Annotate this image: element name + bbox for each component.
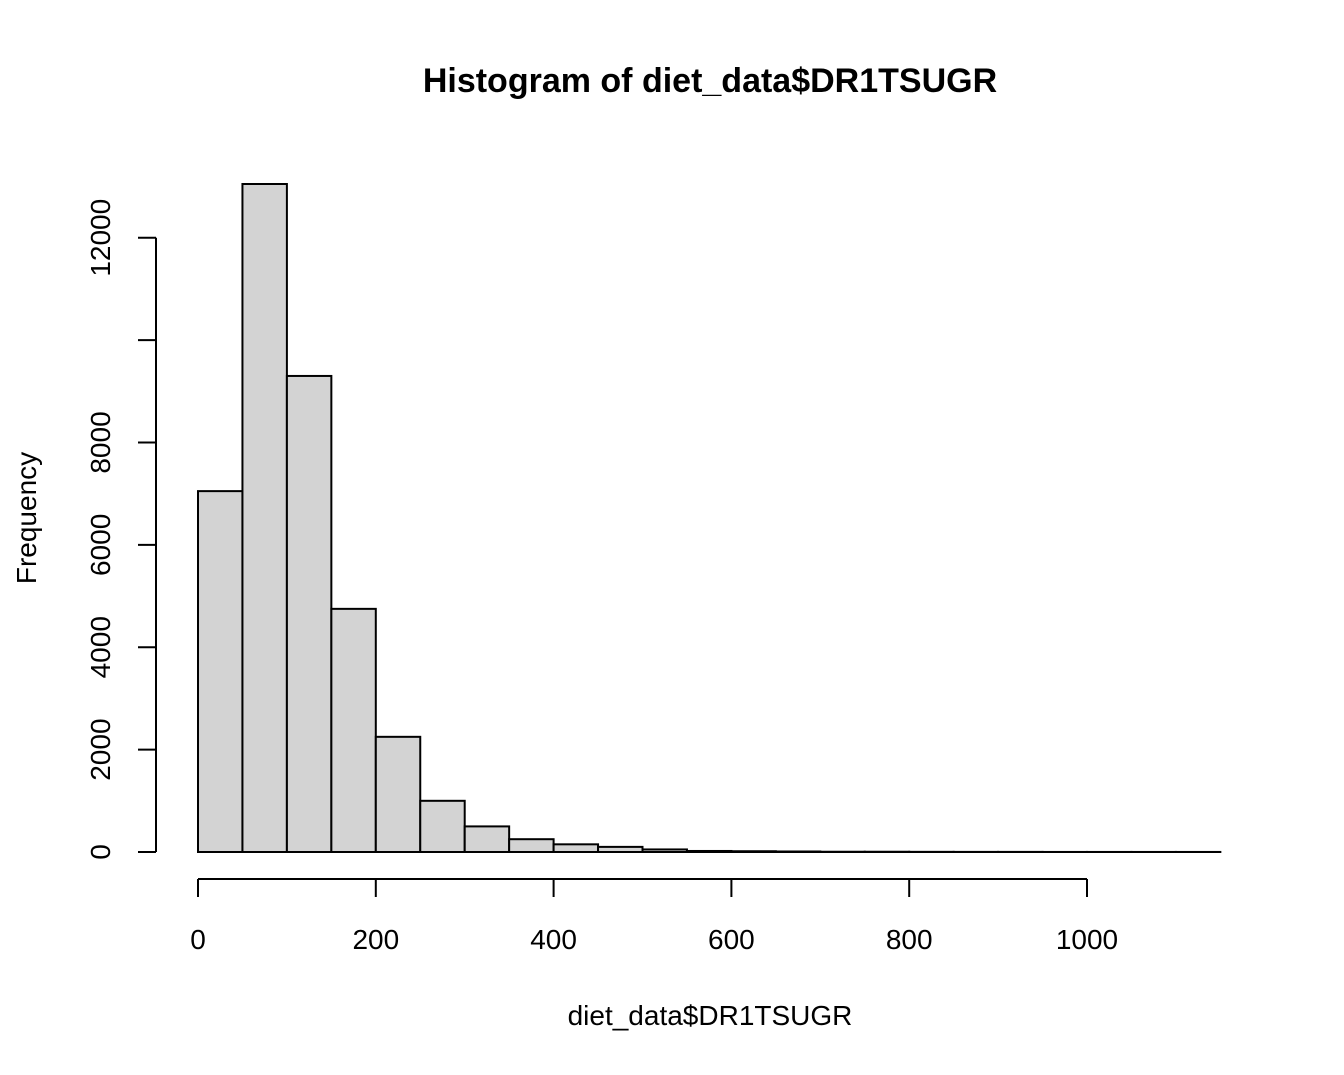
x-tick-label: 600 (708, 924, 755, 955)
histogram-bar (508, 838, 555, 853)
y-axis: 0 2000 4000 6000 8000 12000 (85, 199, 157, 860)
x-tick-label: 0 (190, 924, 206, 955)
x-axis-label: diet_data$DR1TSUGR (568, 1000, 853, 1031)
x-tick-label: 1000 (1056, 924, 1118, 955)
histogram-bar (241, 183, 288, 853)
chart-title: Histogram of diet_data$DR1TSUGR (423, 62, 997, 100)
x-tick-label: 400 (530, 924, 577, 955)
histogram-bar (197, 490, 244, 853)
x-tick-label: 200 (352, 924, 399, 955)
histogram-bar (552, 843, 600, 853)
y-tick-label: 2000 (85, 718, 116, 780)
y-tick-label: 12000 (85, 199, 116, 277)
x-axis: 0 200 400 600 800 1000 (190, 878, 1118, 955)
y-tick-label: 4000 (85, 616, 116, 678)
histogram-bar (285, 374, 333, 853)
bars-group (197, 183, 1222, 854)
y-tick-label: 0 (85, 844, 116, 860)
histogram-bar (330, 607, 377, 853)
y-tick-label: 6000 (85, 514, 116, 576)
y-tick-label: 8000 (85, 411, 116, 473)
histogram-bar (374, 735, 422, 853)
histogram-bar (419, 799, 466, 853)
y-axis-label: Frequency (11, 452, 42, 584)
x-tick-label: 800 (886, 924, 933, 955)
histogram-bar (463, 825, 511, 853)
